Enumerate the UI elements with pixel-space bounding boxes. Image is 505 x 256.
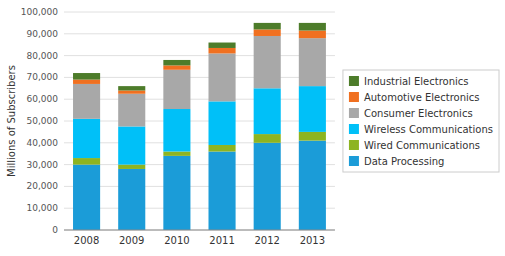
series xyxy=(73,86,326,164)
x-tick-label: 2011 xyxy=(209,235,234,246)
y-tick-label: 100,000 xyxy=(21,7,58,17)
y-tick-label: 50,000 xyxy=(27,116,59,126)
bar-segment xyxy=(299,38,326,86)
grid-line xyxy=(64,186,335,187)
series xyxy=(73,29,326,93)
x-tick-label: 2013 xyxy=(300,235,325,246)
bars xyxy=(73,23,326,230)
legend-label: Data Processing xyxy=(364,156,444,167)
series xyxy=(73,23,326,91)
y-tick-label: 90,000 xyxy=(27,29,59,39)
chart: Industrial Electronics Automotive Electro… xyxy=(0,0,505,256)
series xyxy=(73,132,326,169)
legend-label: Consumer Electronics xyxy=(364,108,473,119)
y-tick-label: 20,000 xyxy=(27,181,59,191)
bar-segment xyxy=(209,145,236,152)
bar-segment xyxy=(73,84,100,119)
x-tick-label: 2010 xyxy=(164,235,189,246)
x-tick-label: 2012 xyxy=(254,235,279,246)
bar-segment xyxy=(299,23,326,31)
legend-swatch xyxy=(349,92,359,102)
bar-segment xyxy=(73,73,100,80)
legend-swatch xyxy=(349,140,359,150)
legend-box xyxy=(343,70,499,172)
bar-segment xyxy=(118,94,145,127)
x-tick-label: 2008 xyxy=(74,235,99,246)
y-tick-label: 80,000 xyxy=(27,51,59,61)
bar-segment xyxy=(209,53,236,101)
y-axis-label: Millions of Subscribers xyxy=(6,65,17,177)
bar-segment xyxy=(254,88,281,134)
grid-line xyxy=(64,230,335,231)
x-axis-line xyxy=(64,230,335,231)
legend-swatch xyxy=(349,124,359,134)
grid-line xyxy=(64,142,335,143)
bar-segment xyxy=(163,65,190,69)
bar-segment xyxy=(254,29,281,36)
legend-label: Wireless Communications xyxy=(364,124,493,135)
bar-segment xyxy=(118,126,145,164)
series xyxy=(73,141,326,230)
bar-segment xyxy=(163,70,190,109)
bar-segment xyxy=(254,23,281,30)
bar-segment xyxy=(209,101,236,145)
bar-segment xyxy=(163,60,190,65)
bar-segment xyxy=(254,143,281,230)
bar-segment xyxy=(254,36,281,88)
bar-segment xyxy=(209,48,236,53)
legend-label: Wired Communications xyxy=(364,140,480,151)
grid xyxy=(64,12,335,230)
bar-segment xyxy=(163,152,190,156)
grid-line xyxy=(64,12,335,13)
grid-line xyxy=(64,208,335,209)
bar-segment xyxy=(299,141,326,230)
y-tick-label: 60,000 xyxy=(27,94,59,104)
legend-swatch xyxy=(349,76,359,86)
bar-segment xyxy=(299,86,326,132)
legend: Industrial Electronics Automotive Electro… xyxy=(343,70,499,172)
y-tick-label: 0 xyxy=(52,225,58,235)
bar-segment xyxy=(118,169,145,230)
y-tick-label: 10,000 xyxy=(27,203,59,213)
grid-line xyxy=(64,99,335,100)
y-tick-label: 70,000 xyxy=(27,72,59,82)
y-axis: 0 10,000 20,000 30,000 40,000 50,000 60,000 70,… xyxy=(21,7,58,235)
y-tick-label: 30,000 xyxy=(27,160,59,170)
bar-segment xyxy=(73,80,100,84)
legend-swatch xyxy=(349,108,359,118)
bar-segment xyxy=(73,165,100,230)
bar-segment xyxy=(118,165,145,169)
series xyxy=(73,36,326,126)
grid-line xyxy=(64,164,335,165)
bar-segment xyxy=(73,158,100,165)
legend-swatch xyxy=(349,156,359,166)
bar-segment xyxy=(163,109,190,152)
bar-segment xyxy=(118,86,145,90)
y-tick-label: 40,000 xyxy=(27,138,59,148)
bar-segment xyxy=(254,134,281,143)
grid-line xyxy=(64,77,335,78)
bar-segment xyxy=(299,31,326,39)
bar-segment xyxy=(209,152,236,230)
grid-line xyxy=(64,33,335,34)
legend-label: Automotive Electronics xyxy=(364,92,480,103)
grid-line xyxy=(64,121,335,122)
bar-segment xyxy=(209,43,236,48)
bar-segment xyxy=(163,156,190,230)
grid-line xyxy=(64,55,335,56)
bar-segment xyxy=(118,90,145,93)
legend-label: Industrial Electronics xyxy=(364,76,469,87)
x-tick-label: 2009 xyxy=(119,235,144,246)
x-axis: 2008 2009 2010 2011 2012 2013 xyxy=(64,230,335,246)
bar-segment xyxy=(73,119,100,158)
bar-segment xyxy=(299,132,326,141)
